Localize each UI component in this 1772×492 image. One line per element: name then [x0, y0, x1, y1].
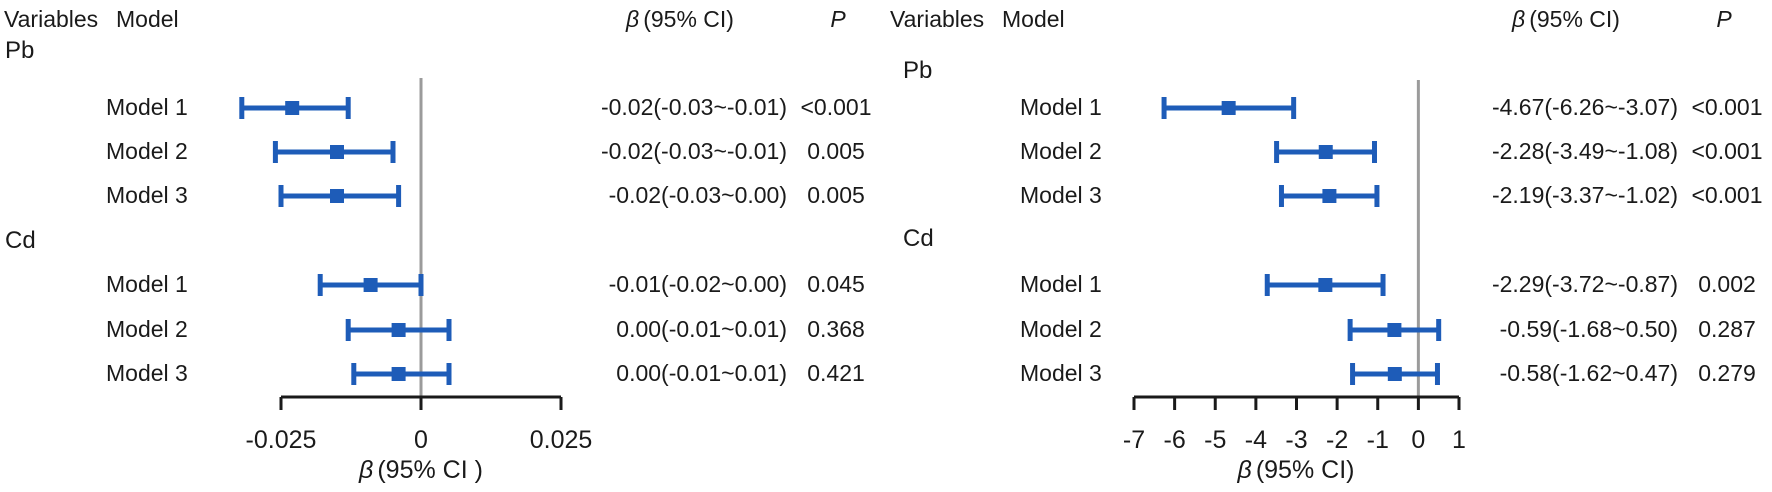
model-label: Model 2 [1020, 316, 1102, 342]
model-label: Model 3 [106, 182, 188, 208]
column-header-variables: Variables [890, 6, 985, 32]
point-estimate-marker [330, 189, 344, 203]
model-label: Model 3 [106, 360, 188, 386]
ci-label: (95% CI) [1529, 6, 1620, 32]
point-estimate-marker [1387, 367, 1402, 381]
model-label: Model 1 [1020, 94, 1102, 120]
forest-plot-canvas-left: -0.025 0 0.025 [239, 78, 593, 454]
column-header-p: P [1716, 6, 1732, 32]
ci-label: (95% CI) [643, 6, 734, 32]
column-header-model: Model [1002, 6, 1065, 32]
axis-title-rest: (95% CI ) [377, 456, 483, 484]
model-label: Model 3 [1020, 360, 1102, 386]
beta-symbol: β [1237, 456, 1252, 484]
p-value-text: 0.002 [1698, 271, 1756, 297]
x-axis-tick-label: -7 [1123, 426, 1145, 454]
column-header-beta-ci: β (95% CI) [1512, 6, 1620, 32]
ci-value-text: -0.02(-0.03~-0.01) [600, 94, 787, 120]
model-label: Model 2 [106, 138, 188, 164]
x-axis-tick-label: -4 [1245, 426, 1267, 454]
forest-panel-right: -7 -6 -5 -4 -3 -2 -1 0 1 Variables Model β (95% C… [886, 0, 1772, 492]
x-axis-tick-label: 0 [1411, 426, 1425, 454]
p-value-text: 0.368 [807, 316, 865, 342]
column-header-beta-ci: β (95% CI) [626, 6, 734, 32]
point-estimate-marker [391, 323, 406, 337]
p-value-text: <0.001 [1691, 138, 1763, 164]
x-axis-tick-label: -0.025 [246, 426, 317, 454]
point-estimate-marker [391, 367, 406, 381]
x-axis-title: β (95% CI) [1238, 456, 1355, 484]
group-label: Cd [903, 225, 934, 252]
model-label: Model 3 [1020, 182, 1102, 208]
x-axis-tick-label: -6 [1164, 426, 1186, 454]
ci-value-text: -2.28(-3.49~-1.08) [1491, 138, 1678, 164]
x-axis-tick-label: 0.025 [530, 426, 593, 454]
ci-value-text: -2.29(-3.72~-0.87) [1491, 271, 1678, 297]
p-value-text: 0.045 [807, 271, 865, 297]
group-label: Cd [5, 227, 36, 254]
point-estimate-marker [1387, 323, 1402, 337]
ci-value-text: -4.67(-6.26~-3.07) [1491, 94, 1678, 120]
x-axis-tick-label: -2 [1326, 426, 1348, 454]
point-estimate-marker [1318, 278, 1333, 292]
x-axis-tick-label: -1 [1367, 426, 1389, 454]
point-estimate-marker [1318, 145, 1333, 159]
ci-value-text: -0.59(-1.68~0.50) [1499, 316, 1678, 342]
x-axis-tick-label: -3 [1285, 426, 1307, 454]
column-header-p: P [830, 6, 846, 32]
group-label: Pb [5, 37, 35, 64]
p-value-text: 0.287 [1698, 316, 1756, 342]
ci-value-text: -0.58(-1.62~0.47) [1499, 360, 1678, 386]
beta-symbol: β [626, 6, 640, 32]
p-value-text: 0.421 [807, 360, 865, 386]
column-header-model: Model [116, 6, 179, 32]
ci-value-text: -0.02(-0.03~0.00) [608, 182, 787, 208]
ci-value-text: 0.00(-0.01~0.01) [616, 360, 787, 386]
x-axis-tick-label: -5 [1204, 426, 1226, 454]
x-axis-title: β (95% CI ) [359, 456, 483, 484]
point-estimate-marker [1322, 189, 1337, 203]
beta-symbol: β [359, 456, 374, 484]
ci-value-text: -2.19(-3.37~-1.02) [1491, 182, 1678, 208]
p-value-text: <0.001 [800, 94, 872, 120]
model-label: Model 2 [106, 316, 188, 342]
x-axis-tick-label: 1 [1452, 426, 1466, 454]
point-estimate-marker [285, 101, 300, 115]
p-value-text: <0.001 [1691, 182, 1763, 208]
p-value-text: 0.005 [807, 138, 865, 164]
point-estimate-marker [363, 278, 378, 292]
p-value-text: 0.279 [1698, 360, 1756, 386]
model-label: Model 1 [106, 94, 188, 120]
point-estimate-marker [330, 145, 344, 159]
point-estimate-marker [1221, 101, 1236, 115]
p-value-text: 0.005 [807, 182, 865, 208]
p-value-text: <0.001 [1691, 94, 1763, 120]
model-label: Model 2 [1020, 138, 1102, 164]
model-label: Model 1 [1020, 271, 1102, 297]
ci-value-text: -0.01(-0.02~0.00) [608, 271, 787, 297]
beta-symbol: β [1512, 6, 1526, 32]
group-label: Pb [903, 57, 933, 84]
forest-plot-canvas-right: -7 -6 -5 -4 -3 -2 -1 0 1 [1123, 80, 1466, 454]
column-header-variables: Variables [4, 6, 99, 32]
ci-value-text: -0.02(-0.03~-0.01) [600, 138, 787, 164]
ci-value-text: 0.00(-0.01~0.01) [616, 316, 787, 342]
x-axis-tick-label: 0 [414, 426, 428, 454]
axis-title-rest: (95% CI) [1255, 456, 1355, 484]
forest-panel-left: -0.025 0 0.025 Variables Model β (95% CI) P… [4, 6, 872, 484]
model-label: Model 1 [106, 271, 188, 297]
